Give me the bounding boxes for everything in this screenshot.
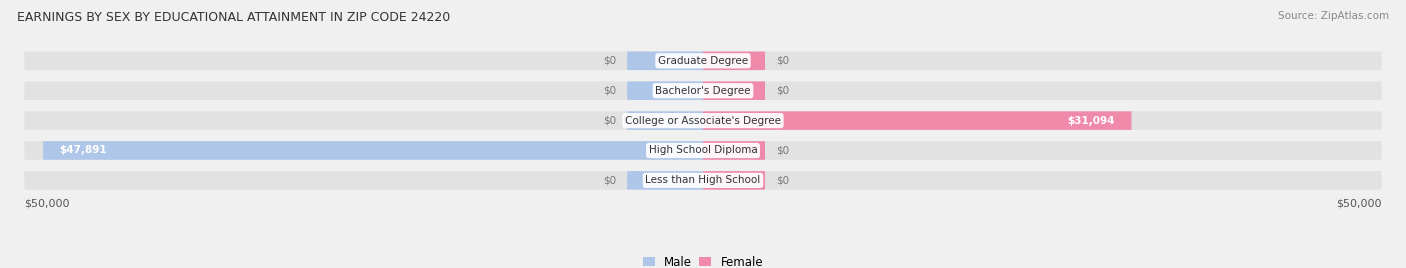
Legend: Male, Female: Male, Female <box>638 251 768 268</box>
FancyBboxPatch shape <box>24 81 1382 100</box>
Text: $50,000: $50,000 <box>24 199 70 209</box>
FancyBboxPatch shape <box>24 171 1382 190</box>
FancyBboxPatch shape <box>24 111 1382 130</box>
Text: $0: $0 <box>776 56 789 66</box>
Text: $0: $0 <box>776 86 789 96</box>
Text: High School Diploma: High School Diploma <box>648 146 758 155</box>
Text: Bachelor's Degree: Bachelor's Degree <box>655 86 751 96</box>
FancyBboxPatch shape <box>627 81 703 100</box>
Text: $31,094: $31,094 <box>1067 116 1115 126</box>
Text: $50,000: $50,000 <box>1336 199 1382 209</box>
FancyBboxPatch shape <box>627 51 703 70</box>
Text: $47,891: $47,891 <box>59 146 107 155</box>
FancyBboxPatch shape <box>627 111 703 130</box>
Text: $0: $0 <box>776 175 789 185</box>
Text: $0: $0 <box>603 175 616 185</box>
FancyBboxPatch shape <box>44 141 703 160</box>
FancyBboxPatch shape <box>24 51 1382 70</box>
FancyBboxPatch shape <box>703 51 765 70</box>
FancyBboxPatch shape <box>24 141 1382 160</box>
Text: $0: $0 <box>603 56 616 66</box>
FancyBboxPatch shape <box>703 171 765 190</box>
Text: Less than High School: Less than High School <box>645 175 761 185</box>
FancyBboxPatch shape <box>627 171 703 190</box>
Text: Source: ZipAtlas.com: Source: ZipAtlas.com <box>1278 11 1389 21</box>
Text: EARNINGS BY SEX BY EDUCATIONAL ATTAINMENT IN ZIP CODE 24220: EARNINGS BY SEX BY EDUCATIONAL ATTAINMEN… <box>17 11 450 24</box>
FancyBboxPatch shape <box>703 141 765 160</box>
FancyBboxPatch shape <box>703 81 765 100</box>
Text: $0: $0 <box>776 146 789 155</box>
Text: $0: $0 <box>603 86 616 96</box>
FancyBboxPatch shape <box>703 111 1132 130</box>
Text: College or Associate's Degree: College or Associate's Degree <box>626 116 780 126</box>
Text: $0: $0 <box>603 116 616 126</box>
Text: Graduate Degree: Graduate Degree <box>658 56 748 66</box>
